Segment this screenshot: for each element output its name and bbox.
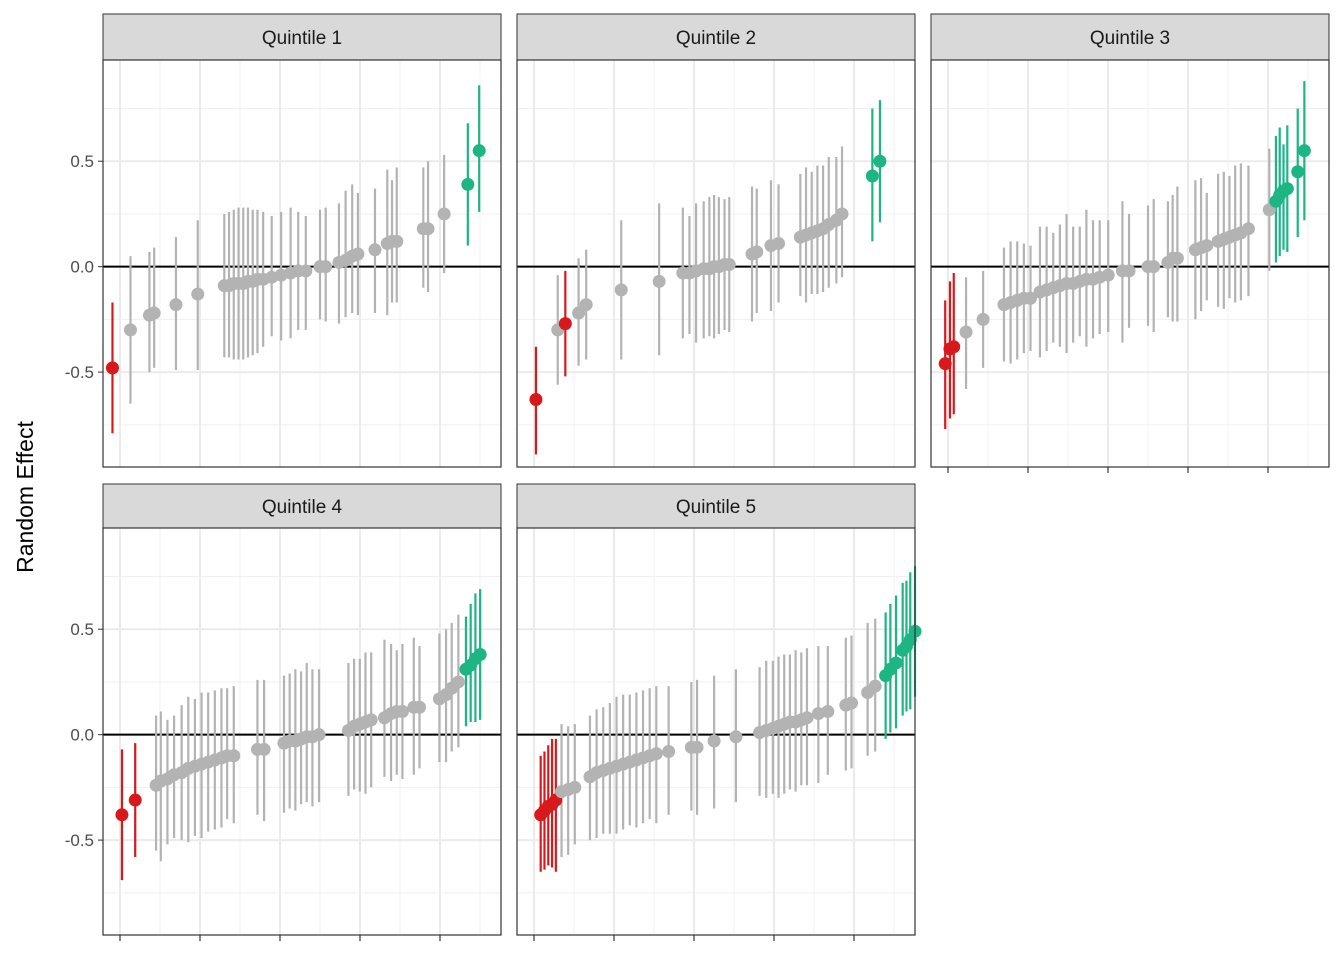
- facet-panel: Quintile 4 -0.5 0.0 0.5: [65, 483, 502, 941]
- strip-title: Quintile 2: [676, 28, 756, 49]
- data-point: [947, 340, 961, 354]
- data-point: [421, 222, 435, 236]
- data-point: [579, 298, 593, 312]
- data-point: [649, 747, 663, 761]
- y-tick-label: 0.5: [70, 152, 94, 171]
- y-tick-label: 0.0: [70, 258, 94, 277]
- data-point: [390, 234, 404, 248]
- data-point: [873, 154, 887, 168]
- strip-header: [516, 13, 916, 61]
- y-axis-title: Random Effect: [12, 421, 38, 573]
- panel-border: [516, 527, 916, 936]
- data-point: [845, 696, 859, 710]
- data-point: [123, 323, 137, 337]
- data-point: [889, 656, 903, 670]
- data-point: [191, 287, 205, 301]
- strip-title: Quintile 4: [262, 497, 343, 518]
- data-point: [473, 648, 487, 662]
- data-point: [662, 745, 676, 759]
- data-point: [395, 704, 409, 718]
- data-point: [312, 728, 326, 742]
- data-point: [1280, 182, 1294, 196]
- data-point: [1024, 291, 1037, 305]
- data-point: [257, 742, 271, 756]
- y-tick-label: 0.0: [70, 726, 94, 745]
- facet-panel: Quintile 1 -0.5 0.0 0.5: [65, 13, 502, 468]
- data-point: [690, 740, 704, 754]
- strip-header: [102, 483, 502, 529]
- data-point: [299, 264, 313, 278]
- data-point: [652, 274, 666, 288]
- panel-background: [103, 60, 501, 467]
- data-point: [147, 306, 161, 320]
- data-point: [729, 730, 743, 744]
- data-point: [413, 700, 427, 714]
- strip-title: Quintile 3: [1090, 28, 1170, 49]
- panel-border: [930, 59, 1330, 468]
- panels: Quintile 1 -0.5 0.0 0.5 Quintile 2 Quintile 3…: [65, 13, 1330, 941]
- data-point: [614, 283, 628, 297]
- y-tick-label: 0.5: [70, 620, 94, 639]
- y-tick-label: -0.5: [65, 831, 94, 850]
- panel-border: [102, 59, 502, 468]
- data-point: [169, 298, 183, 312]
- data-point: [364, 713, 378, 727]
- data-point: [707, 734, 721, 748]
- data-point: [572, 306, 586, 320]
- data-point: [1101, 268, 1115, 282]
- y-tick-label: -0.5: [65, 363, 94, 382]
- data-point: [568, 780, 582, 794]
- data-point: [772, 236, 786, 250]
- data-point: [1122, 264, 1136, 278]
- data-point: [115, 808, 129, 822]
- data-point: [976, 312, 990, 326]
- strip-header: [102, 13, 502, 61]
- data-point: [1297, 144, 1311, 158]
- data-point: [868, 679, 882, 693]
- data-point: [351, 247, 365, 261]
- data-point: [437, 207, 451, 221]
- data-point: [1200, 239, 1214, 253]
- data-point: [750, 245, 764, 259]
- facet-panel: Quintile 5: [516, 483, 922, 941]
- panel-border: [516, 59, 916, 468]
- data-point: [835, 207, 849, 221]
- data-point: [938, 357, 952, 371]
- data-point: [472, 144, 486, 158]
- data-point: [722, 258, 736, 272]
- data-point: [558, 317, 572, 331]
- strip-title: Quintile 1: [262, 28, 342, 49]
- data-point: [105, 361, 119, 375]
- strip-title: Quintile 5: [676, 497, 756, 518]
- data-point: [319, 260, 333, 274]
- data-point: [1147, 260, 1161, 274]
- facet-panel: Quintile 3: [930, 13, 1330, 473]
- data-point: [821, 704, 835, 718]
- strip-header: [930, 13, 1330, 61]
- data-point: [959, 325, 973, 339]
- data-point: [529, 393, 543, 407]
- data-point: [128, 793, 142, 807]
- data-point: [461, 177, 475, 191]
- panel-border: [102, 527, 502, 936]
- data-point: [800, 711, 814, 725]
- data-point: [368, 243, 382, 257]
- data-point: [1241, 222, 1255, 236]
- data-point: [227, 749, 241, 763]
- data-point: [1291, 165, 1305, 179]
- data-point: [1170, 251, 1184, 265]
- facet-panel: Quintile 2: [516, 13, 916, 468]
- data-point: [865, 169, 879, 183]
- strip-header: [516, 483, 916, 529]
- data-point: [451, 675, 465, 689]
- panel-background: [517, 528, 915, 935]
